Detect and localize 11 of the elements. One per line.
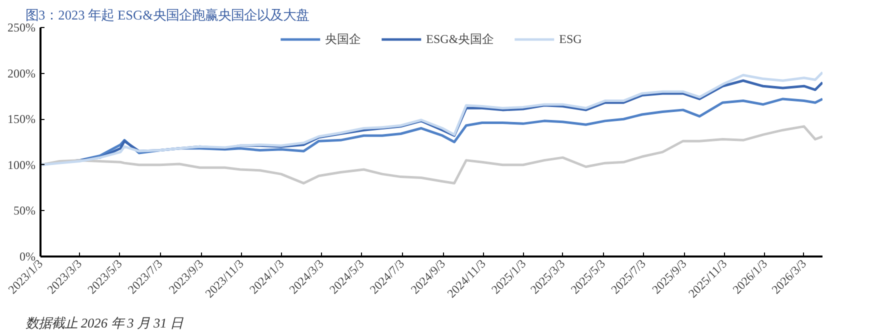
y-tick-label: 100% (8, 158, 36, 172)
chart-title: 图3：2023 年起 ESG&央国企跑赢央国企以及大盘 (26, 8, 310, 22)
text: 数据截止 2026 年 3 月 31 日 (26, 316, 184, 330)
y-tick-label: 250% (8, 20, 36, 34)
y-tick-label: 150% (8, 112, 36, 126)
legend-label: ESG (559, 32, 582, 46)
y-tick-label: 50% (14, 204, 36, 218)
line-series (40, 125, 822, 184)
y-tick-label: 200% (8, 66, 36, 80)
legend-label: 央国企 (325, 30, 362, 48)
legend-label: ESG&央国企 (426, 30, 494, 48)
